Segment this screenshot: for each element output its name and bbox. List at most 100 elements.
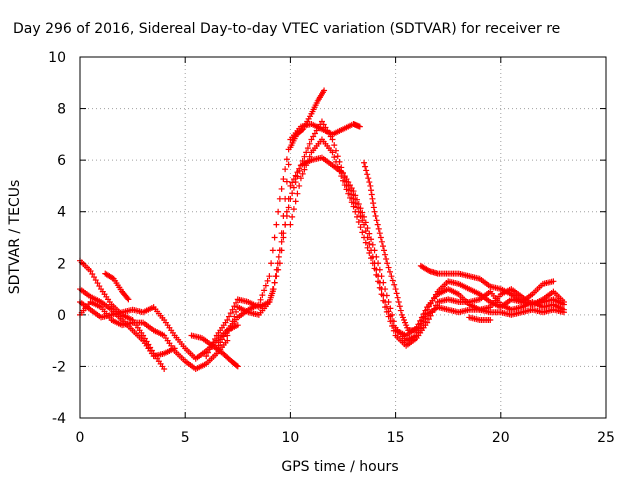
data-point	[432, 291, 439, 298]
data-point	[373, 271, 380, 278]
data-point	[395, 298, 402, 305]
data-point	[227, 310, 234, 317]
data-point	[332, 147, 339, 154]
data-point	[341, 182, 348, 189]
data-point	[361, 159, 368, 166]
data-point	[370, 204, 377, 211]
data-point	[431, 305, 438, 312]
data-point	[210, 339, 217, 346]
data-point	[385, 313, 392, 320]
data-point	[361, 234, 368, 241]
y-tick-label: 2	[57, 256, 66, 272]
data-point	[367, 182, 374, 189]
y-tick-label: 4	[57, 205, 66, 221]
data-point	[203, 353, 210, 360]
data-point	[298, 127, 305, 134]
data-point	[396, 303, 403, 310]
data-point	[215, 342, 222, 349]
data-point	[292, 179, 299, 186]
data-point	[362, 163, 369, 170]
data-point	[324, 127, 331, 134]
data-point	[362, 228, 369, 235]
x-tick-label: 5	[181, 430, 190, 446]
data-point	[285, 146, 292, 153]
data-point	[365, 175, 372, 182]
data-point	[204, 349, 211, 356]
data-point	[368, 236, 375, 243]
data-point	[386, 268, 393, 275]
data-point	[357, 224, 364, 231]
data-point	[374, 221, 381, 228]
data-point	[391, 281, 398, 288]
data-point	[289, 190, 296, 197]
data-point	[364, 244, 371, 251]
x-tick-label: 10	[281, 430, 299, 446]
data-series-track-1	[77, 257, 168, 373]
data-point	[234, 322, 241, 329]
data-point	[368, 255, 375, 262]
data-point	[354, 196, 361, 203]
data-point	[560, 301, 567, 308]
data-point	[161, 366, 168, 373]
data-point	[269, 247, 276, 254]
data-point	[355, 219, 362, 226]
data-point	[338, 164, 345, 171]
data-point	[369, 260, 376, 267]
data-point	[415, 323, 422, 330]
data-point	[124, 295, 131, 302]
y-tick-label: 8	[57, 102, 66, 118]
data-point	[296, 182, 303, 189]
data-point	[217, 339, 224, 346]
data-series-track-11	[287, 136, 567, 349]
data-point	[390, 327, 397, 334]
data-point	[304, 158, 311, 165]
data-point	[378, 291, 385, 298]
data-point	[325, 130, 332, 137]
data-point	[332, 158, 339, 165]
data-point	[276, 260, 283, 267]
data-point	[266, 298, 273, 305]
data-point	[259, 292, 266, 299]
data-point	[384, 260, 391, 267]
data-point	[352, 208, 359, 215]
data-point	[269, 286, 276, 293]
y-tick-label: -4	[52, 411, 66, 427]
data-point	[287, 195, 294, 202]
data-point	[389, 323, 396, 330]
data-point	[308, 136, 315, 143]
data-point	[422, 310, 429, 317]
data-point	[327, 133, 334, 140]
x-tick-label: 20	[492, 430, 510, 446]
data-point	[331, 142, 338, 149]
data-point	[290, 176, 297, 183]
y-tick-label: 0	[57, 308, 66, 324]
x-axis-label: GPS time / hours	[281, 459, 398, 475]
data-point	[271, 279, 278, 286]
data-point	[92, 277, 99, 284]
data-series-track-5	[102, 270, 132, 303]
data-point	[352, 192, 359, 199]
data-point	[297, 162, 304, 169]
data-point	[306, 153, 313, 160]
data-point	[361, 221, 368, 228]
data-point	[306, 140, 313, 147]
data-point	[364, 225, 371, 232]
data-point	[334, 153, 341, 160]
data-point	[350, 203, 357, 210]
data-point	[371, 208, 378, 215]
data-point	[383, 255, 390, 262]
data-point	[287, 221, 294, 228]
data-series-track-6	[188, 332, 241, 370]
data-point	[361, 213, 368, 220]
data-point	[304, 145, 311, 152]
data-point	[226, 327, 233, 334]
data-point	[282, 221, 289, 228]
data-point	[343, 178, 350, 185]
data-point	[213, 345, 220, 352]
data-point	[331, 154, 338, 161]
data-point	[420, 313, 427, 320]
data-point	[364, 171, 371, 178]
data-point	[268, 292, 275, 299]
data-point	[387, 305, 394, 312]
data-point	[87, 268, 94, 275]
